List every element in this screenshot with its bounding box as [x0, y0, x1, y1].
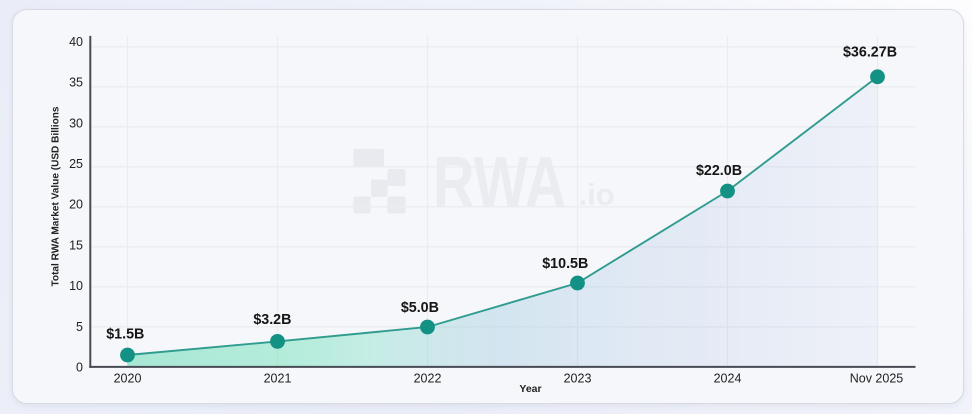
svg-text:.io: .io	[579, 177, 615, 212]
svg-text:Total RWA Market Value (USD Bi: Total RWA Market Value (USD Billions	[49, 106, 61, 286]
svg-text:15: 15	[69, 238, 83, 252]
svg-text:Nov 2025: Nov 2025	[850, 371, 904, 385]
svg-text:25: 25	[69, 157, 83, 171]
svg-text:30: 30	[69, 116, 83, 130]
svg-text:10: 10	[69, 279, 83, 293]
svg-text:2024: 2024	[714, 371, 742, 385]
svg-text:2020: 2020	[114, 371, 142, 385]
svg-text:RWA: RWA	[433, 142, 566, 223]
svg-text:$36.27B: $36.27B	[843, 45, 897, 61]
svg-text:2023: 2023	[564, 371, 592, 385]
svg-text:20: 20	[69, 198, 83, 212]
svg-text:$3.2B: $3.2B	[253, 312, 291, 328]
svg-text:35: 35	[69, 76, 83, 90]
svg-text:$22.0B: $22.0B	[696, 163, 742, 179]
svg-text:2022: 2022	[414, 371, 442, 385]
svg-text:2021: 2021	[264, 371, 292, 385]
svg-text:40: 40	[69, 35, 83, 49]
svg-text:$10.5B: $10.5B	[542, 256, 588, 272]
svg-text:Year: Year	[519, 383, 541, 395]
svg-text:$5.0B: $5.0B	[401, 300, 439, 316]
svg-text:$1.5B: $1.5B	[106, 327, 144, 343]
svg-text:0: 0	[76, 361, 83, 375]
svg-text:5: 5	[76, 320, 83, 334]
